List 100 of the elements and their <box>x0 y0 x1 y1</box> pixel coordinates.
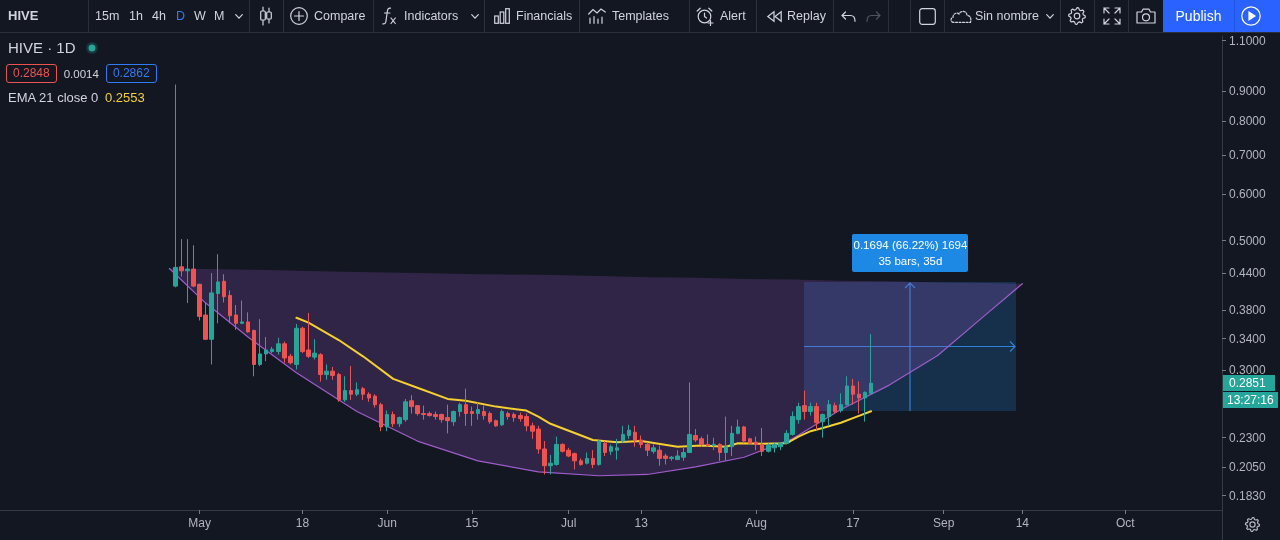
candlestick <box>379 402 383 432</box>
candlestick <box>324 363 329 381</box>
candlestick <box>506 411 510 421</box>
text: 13:27:16 <box>1223 392 1278 409</box>
candlestick <box>385 410 389 432</box>
y-tick-label: 0.4400 <box>1229 266 1267 281</box>
text: Sin nombre <box>975 8 1039 24</box>
annotation: 0.2553 <box>105 89 145 105</box>
y-tick-label: 1.1000 <box>1229 33 1267 48</box>
candlestick <box>330 366 335 381</box>
candlestick <box>488 411 492 425</box>
y-tick-label: 0.5000 <box>1229 233 1267 248</box>
candlestick <box>240 299 244 325</box>
candlestick <box>706 433 710 448</box>
candlestick <box>500 409 504 427</box>
x-tick-label: May <box>188 516 211 530</box>
publish-button: Publish <box>1163 0 1234 32</box>
candlestick <box>833 402 837 415</box>
y-tick-label: 0.3000 <box>1229 363 1267 378</box>
candlestick <box>482 405 486 421</box>
text: Alert <box>720 8 746 24</box>
y-tick-label: 0.9000 <box>1229 84 1267 99</box>
candlestick <box>246 311 250 334</box>
candlestick <box>603 440 607 457</box>
candlestick <box>633 425 637 448</box>
x-tick-label: 17 <box>846 516 860 530</box>
candlestick <box>627 424 631 440</box>
y-tick-label: 0.2300 <box>1229 430 1267 445</box>
candlestick <box>264 336 268 362</box>
annotation: 0.1694 (66.22%) 1694 35 bars, 35d <box>852 233 969 272</box>
chart-title: HIVE · 1D <box>8 39 76 57</box>
candlestick <box>179 238 184 278</box>
candlestick <box>355 381 359 397</box>
candlestick <box>222 273 226 303</box>
y-tick-label: 0.7000 <box>1229 148 1267 163</box>
candlestick <box>476 402 480 421</box>
text: 1h <box>129 8 143 24</box>
line-series <box>295 316 873 448</box>
candlestick <box>391 411 395 428</box>
candlestick <box>579 457 583 467</box>
candlestick <box>820 413 825 439</box>
candlestick <box>585 451 589 465</box>
x-tick-label: Aug <box>745 516 767 530</box>
text: D <box>176 8 186 24</box>
x-tick-label: Sep <box>933 516 955 530</box>
candlestick <box>802 390 807 421</box>
candlestick <box>185 238 190 304</box>
candlestick <box>258 318 262 367</box>
candlestick <box>639 435 643 449</box>
x-tick-label: 18 <box>295 516 310 530</box>
candlestick <box>458 402 462 418</box>
y-tick-label: 0.3400 <box>1229 331 1267 346</box>
text: Replay <box>787 8 826 24</box>
candlestick <box>349 365 353 401</box>
candlestick <box>173 84 178 288</box>
candlestick <box>760 427 764 457</box>
text: W <box>194 8 206 24</box>
candlestick <box>512 412 516 423</box>
candlestick <box>857 381 861 415</box>
candlestick <box>712 437 716 451</box>
candlestick <box>270 346 274 354</box>
candlestick <box>294 323 299 370</box>
candlestick <box>742 425 746 444</box>
candlestick <box>863 390 867 423</box>
x-tick-label: Oct <box>1115 516 1136 530</box>
candlestick <box>839 392 843 414</box>
price-box: 0.2862 <box>105 64 157 83</box>
candlestick <box>754 436 758 451</box>
candlestick <box>851 378 855 406</box>
candlestick <box>252 329 256 377</box>
candlestick <box>814 402 819 431</box>
candlestick <box>470 406 474 427</box>
x-tick-label: Jul <box>560 516 577 530</box>
candlestick <box>718 442 722 462</box>
candlestick <box>234 304 238 331</box>
candlestick <box>451 410 456 427</box>
price-box: 0.2848 <box>6 64 57 83</box>
text: Indicators <box>404 8 459 24</box>
candlestick <box>209 272 214 365</box>
candlestick <box>827 399 831 427</box>
candlestick <box>609 443 613 456</box>
candlestick <box>276 337 281 356</box>
candlestick <box>337 372 341 403</box>
x-tick-label: 13 <box>634 516 649 530</box>
candlestick <box>361 386 365 401</box>
candlestick <box>373 393 377 409</box>
y-tick-label: 0.1830 <box>1229 488 1267 503</box>
text: 4h <box>152 8 166 24</box>
candlestick <box>312 338 317 361</box>
candlestick <box>494 419 498 428</box>
text: M <box>214 8 225 24</box>
x-tick-label: 15 <box>465 516 479 530</box>
candlestick <box>216 253 220 324</box>
candlestick <box>736 419 740 435</box>
candlestick <box>621 425 625 444</box>
y-tick-label: 0.2050 <box>1229 459 1267 474</box>
y-tick-label: 0.8000 <box>1229 114 1267 129</box>
candlestick <box>869 333 873 395</box>
candlestick <box>651 443 656 455</box>
y-tick-label: 0.6000 <box>1229 187 1267 202</box>
